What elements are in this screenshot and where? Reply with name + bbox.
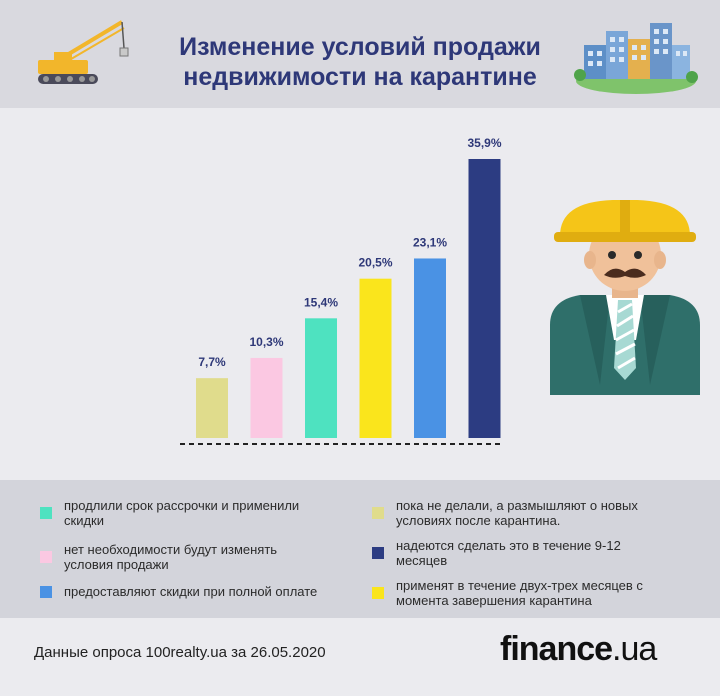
legend: продлили срок рассрочки и применили скид… — [0, 480, 720, 618]
legend-item: применят в течение двух-трех месяцев с м… — [372, 578, 643, 608]
page-title: Изменение условий продажи недвижимости н… — [0, 32, 720, 92]
legend-text: нет необходимости будут изменять — [64, 542, 278, 557]
legend-text: надеются сделать это в течение 9-12 — [396, 538, 621, 553]
bar-2 — [250, 357, 283, 438]
bar-1 — [196, 378, 228, 438]
bar-3 — [305, 318, 337, 438]
title-line-1: Изменение условий продажи — [179, 33, 541, 61]
legend-item: надеются сделать это в течение 9-12 меся… — [372, 538, 621, 568]
legend-swatch — [372, 547, 384, 559]
bar-5 — [414, 258, 446, 438]
buildings-icon — [574, 23, 698, 94]
legend-text: продлили срок рассрочки и применили — [64, 498, 300, 513]
brand-suffix: .ua — [612, 630, 657, 668]
crane-icon — [38, 20, 129, 84]
chart-area: 7,7% 10,3% 15,4% 20,5% 23,1% 35,9% — [0, 108, 720, 480]
legend-item: пока не делали, а размышляют о новых усл… — [372, 498, 638, 528]
legend-text: применят в течение двух-трех месяцев с — [396, 578, 643, 593]
bar-value-label: 15,4% — [304, 295, 338, 309]
legend-text: месяцев — [396, 553, 448, 568]
legend-item: предоставляют скидки при полной оплате — [40, 584, 317, 599]
legend-text: условия продажи — [64, 557, 169, 572]
legend-swatch — [372, 507, 384, 519]
legend-text: условиях после карантина. — [396, 513, 561, 528]
bar-4 — [359, 278, 392, 438]
title-line-2: недвижимости на карантине — [183, 63, 537, 91]
legend-text: предоставляют скидки при полной оплате — [64, 584, 318, 599]
source-note: Данные опроса 100realty.ua за 26.05.2020 — [34, 644, 326, 661]
bar-value-label: 7,7% — [198, 355, 226, 369]
brand-name: finance — [500, 630, 613, 668]
bar-6 — [468, 159, 501, 438]
bar-value-label: 35,9% — [467, 136, 501, 150]
bar-value-label: 20,5% — [358, 256, 392, 270]
header-banner: Изменение условий продажи недвижимости н… — [0, 0, 720, 108]
legend-item: продлили срок рассрочки и применили скид… — [40, 498, 299, 528]
legend-swatch — [372, 587, 384, 599]
legend-text: скидки — [64, 513, 104, 528]
bar-value-label: 23,1% — [413, 235, 447, 249]
legend-swatch — [40, 551, 52, 563]
legend-text: момента завершения карантина — [396, 593, 592, 608]
brand-logo: finance.ua — [500, 630, 657, 669]
legend-swatch — [40, 585, 52, 598]
legend-text: пока не делали, а размышляют о новых — [396, 498, 638, 513]
footer: Данные опроса 100realty.ua за 26.05.2020… — [0, 618, 720, 696]
bar-value-label: 10,3% — [249, 335, 283, 349]
bar-chart: 7,7% 10,3% 15,4% 20,5% 23,1% 35,9% — [180, 136, 502, 445]
legend-item: нет необходимости будут изменять условия… — [40, 542, 277, 572]
legend-swatch — [40, 507, 52, 519]
worker-illustration — [550, 200, 700, 395]
